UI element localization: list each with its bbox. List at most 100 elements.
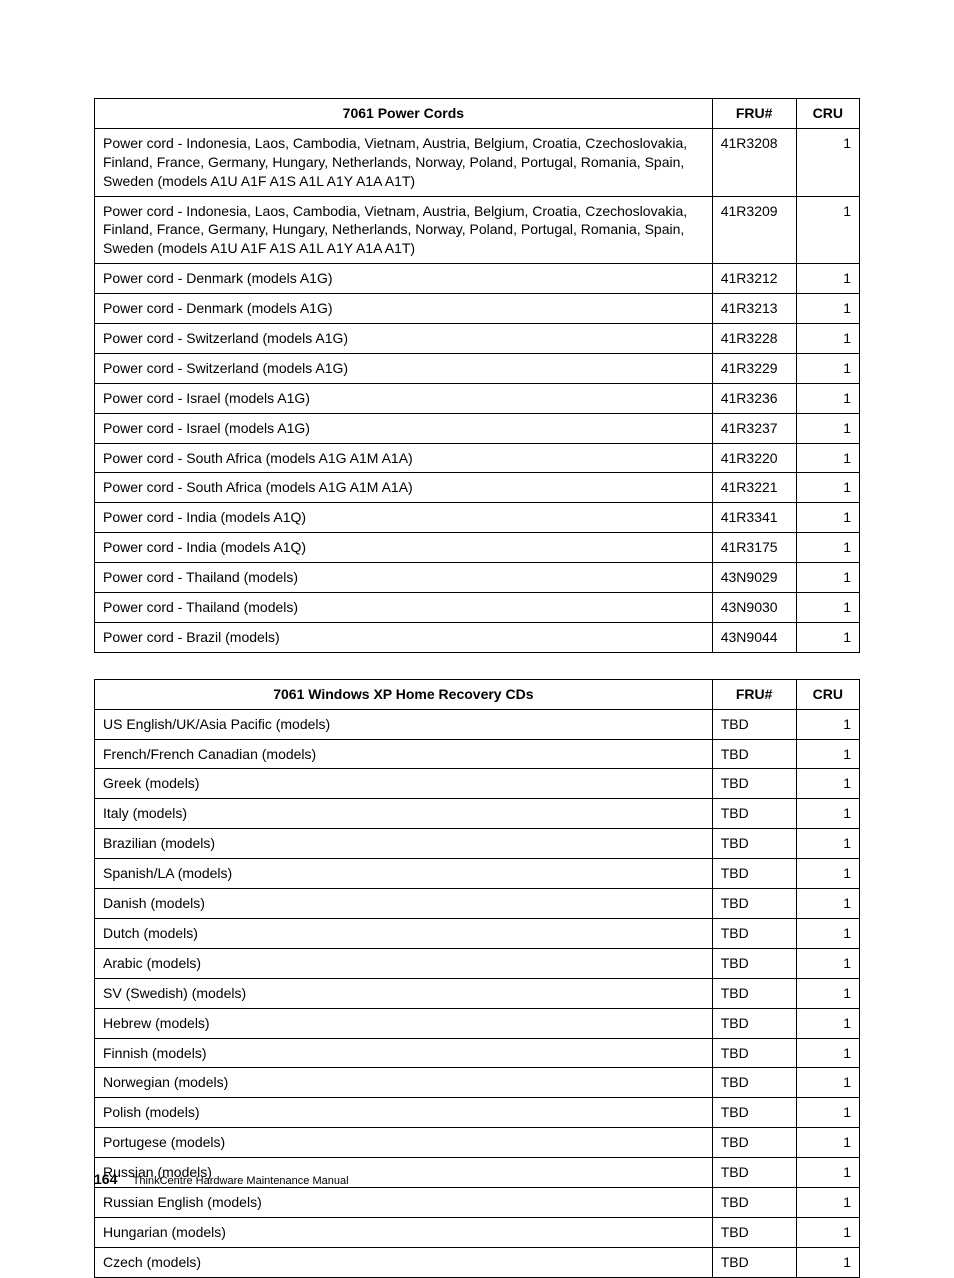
table-cell-fru: 43N9044	[712, 622, 796, 652]
table-cell-desc: Power cord - Brazil (models)	[95, 622, 713, 652]
table-row: Russian English (models)TBD1	[95, 1187, 860, 1217]
table-cell-cru: 1	[796, 533, 859, 563]
table-cell-cru: 1	[796, 739, 859, 769]
table-cell-cru: 1	[796, 503, 859, 533]
table-cell-fru: TBD	[712, 739, 796, 769]
power-cords-table: 7061 Power Cords FRU# CRU Power cord - I…	[94, 98, 860, 653]
table-row: French/French Canadian (models)TBD1	[95, 739, 860, 769]
table-row: Greek (models)TBD1	[95, 769, 860, 799]
table-cell-fru: 41R3220	[712, 443, 796, 473]
table-cell-cru: 1	[796, 622, 859, 652]
table-cell-desc: Danish (models)	[95, 889, 713, 919]
table-cell-fru: 41R3236	[712, 383, 796, 413]
table-cell-fru: 41R3212	[712, 264, 796, 294]
table-row: Brazilian (models)TBD1	[95, 829, 860, 859]
table-header-row: 7061 Power Cords FRU# CRU	[95, 99, 860, 129]
table-cell-cru: 1	[796, 799, 859, 829]
table-cell-fru: TBD	[712, 1038, 796, 1068]
table-cell-fru: 41R3229	[712, 353, 796, 383]
table-cell-fru: TBD	[712, 889, 796, 919]
col-header-fru: FRU#	[712, 679, 796, 709]
table-cell-fru: TBD	[712, 948, 796, 978]
table-cell-fru: TBD	[712, 1158, 796, 1188]
table-cell-desc: Power cord - Thailand (models)	[95, 593, 713, 623]
table-row: Spanish/LA (models)TBD1	[95, 859, 860, 889]
table-cell-desc: Power cord - Denmark (models A1G)	[95, 294, 713, 324]
table-cell-cru: 1	[796, 324, 859, 354]
table-cell-desc: Hebrew (models)	[95, 1008, 713, 1038]
table-row: Italy (models)TBD1	[95, 799, 860, 829]
page-footer: 164 ThinkCentre Hardware Maintenance Man…	[94, 1171, 349, 1187]
table-row: Hebrew (models)TBD1	[95, 1008, 860, 1038]
table-cell-fru: TBD	[712, 1068, 796, 1098]
table-cell-desc: French/French Canadian (models)	[95, 739, 713, 769]
col-header-cru: CRU	[796, 679, 859, 709]
table-cell-cru: 1	[796, 1038, 859, 1068]
table-cell-cru: 1	[796, 1187, 859, 1217]
table-row: Power cord - India (models A1Q)41R31751	[95, 533, 860, 563]
table-cell-fru: 41R3237	[712, 413, 796, 443]
table-cell-desc: Finnish (models)	[95, 1038, 713, 1068]
table-cell-desc: Arabic (models)	[95, 948, 713, 978]
table-cell-fru: TBD	[712, 1217, 796, 1247]
table-cell-cru: 1	[796, 948, 859, 978]
table-cell-desc: Norwegian (models)	[95, 1068, 713, 1098]
table-row: Power cord - Indonesia, Laos, Cambodia, …	[95, 128, 860, 196]
table-cell-cru: 1	[796, 859, 859, 889]
table-cell-fru: TBD	[712, 918, 796, 948]
table-cell-desc: SV (Swedish) (models)	[95, 978, 713, 1008]
table-cell-desc: Portugese (models)	[95, 1128, 713, 1158]
table-cell-fru: 41R3213	[712, 294, 796, 324]
table-cell-cru: 1	[796, 1158, 859, 1188]
table-cell-desc: Hungarian (models)	[95, 1217, 713, 1247]
table-cell-cru: 1	[796, 1098, 859, 1128]
table-cell-fru: 43N9029	[712, 563, 796, 593]
table-cell-fru: 41R3209	[712, 196, 796, 264]
table-cell-cru: 1	[796, 1247, 859, 1277]
table-row: Power cord - Denmark (models A1G)41R3213…	[95, 294, 860, 324]
table-cell-desc: Power cord - South Africa (models A1G A1…	[95, 473, 713, 503]
table-cell-fru: TBD	[712, 829, 796, 859]
table-cell-desc: Power cord - Thailand (models)	[95, 563, 713, 593]
table-cell-cru: 1	[796, 829, 859, 859]
table-cell-cru: 1	[796, 128, 859, 196]
table-cell-fru: TBD	[712, 799, 796, 829]
table-cell-cru: 1	[796, 1128, 859, 1158]
table-cell-cru: 1	[796, 264, 859, 294]
table-cell-cru: 1	[796, 563, 859, 593]
table-cell-cru: 1	[796, 709, 859, 739]
col-header-fru: FRU#	[712, 99, 796, 129]
table-row: Power cord - India (models A1Q)41R33411	[95, 503, 860, 533]
table-row: Power cord - Israel (models A1G)41R32371	[95, 413, 860, 443]
table-cell-cru: 1	[796, 383, 859, 413]
table-cell-desc: Spanish/LA (models)	[95, 859, 713, 889]
table-row: Hungarian (models)TBD1	[95, 1217, 860, 1247]
table-cell-fru: TBD	[712, 1008, 796, 1038]
recovery-cds-table: 7061 Windows XP Home Recovery CDs FRU# C…	[94, 679, 860, 1278]
table-cell-fru: TBD	[712, 769, 796, 799]
table-row: Power cord - Indonesia, Laos, Cambodia, …	[95, 196, 860, 264]
table-row: Power cord - Thailand (models)43N90301	[95, 593, 860, 623]
table-row: Danish (models)TBD1	[95, 889, 860, 919]
table-row: Power cord - Brazil (models)43N90441	[95, 622, 860, 652]
table-cell-desc: Brazilian (models)	[95, 829, 713, 859]
table-row: Norwegian (models)TBD1	[95, 1068, 860, 1098]
table-cell-cru: 1	[796, 889, 859, 919]
table-cell-desc: Power cord - India (models A1Q)	[95, 503, 713, 533]
table-row: SV (Swedish) (models)TBD1	[95, 978, 860, 1008]
table-cell-fru: 43N9030	[712, 593, 796, 623]
table-cell-fru: TBD	[712, 859, 796, 889]
table-cell-cru: 1	[796, 443, 859, 473]
table-cell-fru: 41R3341	[712, 503, 796, 533]
table-cell-desc: Czech (models)	[95, 1247, 713, 1277]
table-cell-desc: Power cord - Indonesia, Laos, Cambodia, …	[95, 128, 713, 196]
table-cell-fru: 41R3221	[712, 473, 796, 503]
table-row: Finnish (models)TBD1	[95, 1038, 860, 1068]
col-header-desc: 7061 Windows XP Home Recovery CDs	[95, 679, 713, 709]
table-row: Dutch (models)TBD1	[95, 918, 860, 948]
table-cell-fru: TBD	[712, 1128, 796, 1158]
table-cell-desc: Russian English (models)	[95, 1187, 713, 1217]
table-cell-cru: 1	[796, 413, 859, 443]
table-cell-cru: 1	[796, 353, 859, 383]
col-header-cru: CRU	[796, 99, 859, 129]
